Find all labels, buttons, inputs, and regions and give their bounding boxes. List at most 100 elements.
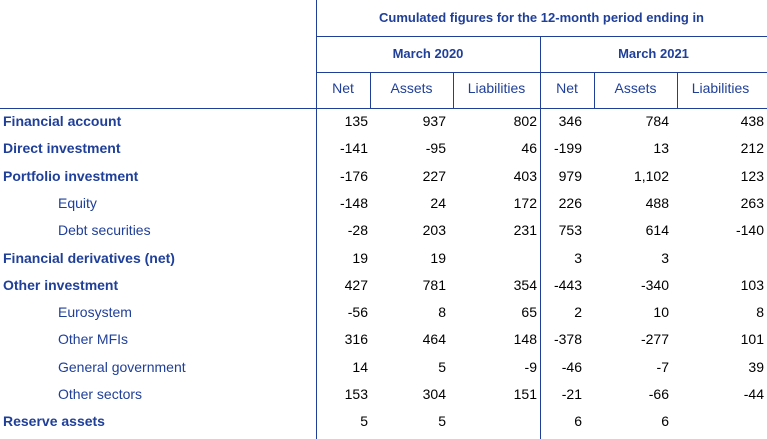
table-cell: 135 (344, 113, 368, 129)
column-header-assets: Assets (390, 80, 433, 96)
table-cell: 802 (513, 113, 537, 129)
row-label: Debt securities (58, 222, 151, 239)
table-cell: 438 (740, 113, 764, 129)
table-cell: 19 (430, 249, 446, 266)
table-cell: 346 (558, 113, 582, 129)
table-cell: 316 (344, 331, 368, 348)
column-header-assets: Assets (614, 80, 657, 96)
table-cell: 1,102 (633, 167, 669, 184)
table-cell: 65 (521, 304, 537, 321)
table-cell: 46 (521, 140, 537, 157)
table-cell: -141 (339, 140, 368, 157)
table-cell: -46 (561, 358, 582, 375)
divider-col (453, 72, 454, 108)
divider-col (594, 72, 595, 108)
table-cell: 24 (430, 194, 446, 211)
table-cell: -140 (735, 222, 764, 239)
table-cell: 614 (645, 222, 669, 239)
table-cell: 488 (645, 194, 669, 211)
period-march-2021: March 2021 (618, 46, 689, 61)
row-label: Other sectors (58, 386, 143, 402)
divider-col (677, 72, 678, 108)
table-cell: -95 (425, 140, 446, 157)
table-cell: 226 (558, 194, 582, 211)
table-cell: 403 (513, 167, 537, 184)
row-label: Reserve assets (3, 413, 105, 430)
table-cell: 3 (661, 249, 669, 266)
table-cell: 123 (740, 167, 764, 184)
row-label: Financial derivatives (net) (3, 249, 175, 266)
table-cell: 212 (740, 140, 764, 157)
row-label: Financial account (3, 113, 122, 129)
table-row: Equity -148 24 172 226 488 263 (0, 190, 767, 217)
row-label: Eurosystem (58, 304, 132, 321)
table-cell: 5 (438, 358, 446, 375)
divider-left (316, 0, 317, 439)
column-header-net: Net (332, 80, 354, 96)
divider-middle (540, 36, 541, 439)
table-cell: 427 (344, 276, 368, 293)
table-cell: 10 (653, 304, 669, 321)
table-row: General government 14 5 -9 -46 -7 39 (0, 354, 767, 381)
table-row: Financial account 135 937 802 346 784 438 (0, 108, 767, 135)
table-cell: 227 (422, 167, 446, 184)
table-cell: 8 (438, 304, 446, 321)
table-row: Debt securities -28 203 231 753 614 -140 (0, 217, 767, 244)
table-cell: -443 (553, 276, 582, 293)
column-header-net: Net (556, 80, 578, 96)
table-cell: -148 (339, 194, 368, 211)
table-cell: -277 (640, 331, 669, 348)
table-cell: 14 (352, 358, 368, 375)
row-label: Equity (58, 194, 97, 211)
row-label: Other MFIs (58, 331, 129, 348)
table-cell: 937 (422, 113, 446, 129)
table-cell: 781 (422, 276, 446, 293)
table-cell: 13 (653, 140, 669, 157)
table-row: Direct investment -141 -95 46 -199 13 212 (0, 135, 767, 162)
table-cell: 8 (756, 304, 764, 321)
table-cell: -199 (553, 140, 582, 157)
table-row: Reserve assets 5 5 6 6 (0, 408, 767, 435)
table-cell: 304 (422, 386, 446, 402)
table-cell: 19 (352, 249, 368, 266)
table-cell: -378 (553, 331, 582, 348)
table-cell: 101 (740, 331, 764, 348)
row-label: Direct investment (3, 140, 121, 157)
table-cell: -56 (347, 304, 368, 321)
table-cell: 103 (740, 276, 764, 293)
table-cell: 6 (661, 413, 669, 430)
table-cell: 5 (438, 413, 446, 430)
table-cell: -28 (347, 222, 368, 239)
table-row: Other MFIs 316 464 148 -378 -277 101 (0, 326, 767, 353)
period-title: Cumulated figures for the 12-month perio… (378, 10, 704, 25)
header-rule (0, 108, 767, 109)
row-label: General government (58, 358, 186, 375)
table-cell: -340 (640, 276, 669, 293)
table-cell: 148 (513, 331, 537, 348)
table-row: Eurosystem -56 8 65 2 10 8 (0, 299, 767, 326)
table-cell: 753 (558, 222, 582, 239)
column-header-liabilities: Liabilities (467, 80, 526, 96)
table-cell: 153 (344, 386, 368, 402)
table-cell: 231 (513, 222, 537, 239)
table-cell: 2 (574, 304, 582, 321)
header-rule (316, 72, 767, 73)
table-cell: 151 (513, 386, 537, 402)
table-row: Other investment 427 781 354 -443 -340 103 (0, 272, 767, 299)
table-cell: 979 (558, 167, 582, 184)
row-label: Other investment (3, 276, 119, 293)
table-cell: 464 (422, 331, 446, 348)
table-cell: 354 (513, 276, 537, 293)
table-cell: -44 (743, 386, 764, 402)
table-cell: 39 (748, 358, 764, 375)
table-row: Portfolio investment -176 227 403 979 1,102 12… (0, 163, 767, 190)
table-row: Financial derivatives (net) 19 19 3 3 (0, 245, 767, 272)
table-cell: 172 (513, 194, 537, 211)
divider-col (370, 72, 371, 108)
table-cell: 784 (645, 113, 669, 129)
table-cell: 203 (422, 222, 446, 239)
table-cell: 5 (360, 413, 368, 430)
table-cell: -66 (648, 386, 669, 402)
table-row: Other sectors 153 304 151 -21 -66 -44 (0, 381, 767, 408)
table-cell: -7 (656, 358, 669, 375)
